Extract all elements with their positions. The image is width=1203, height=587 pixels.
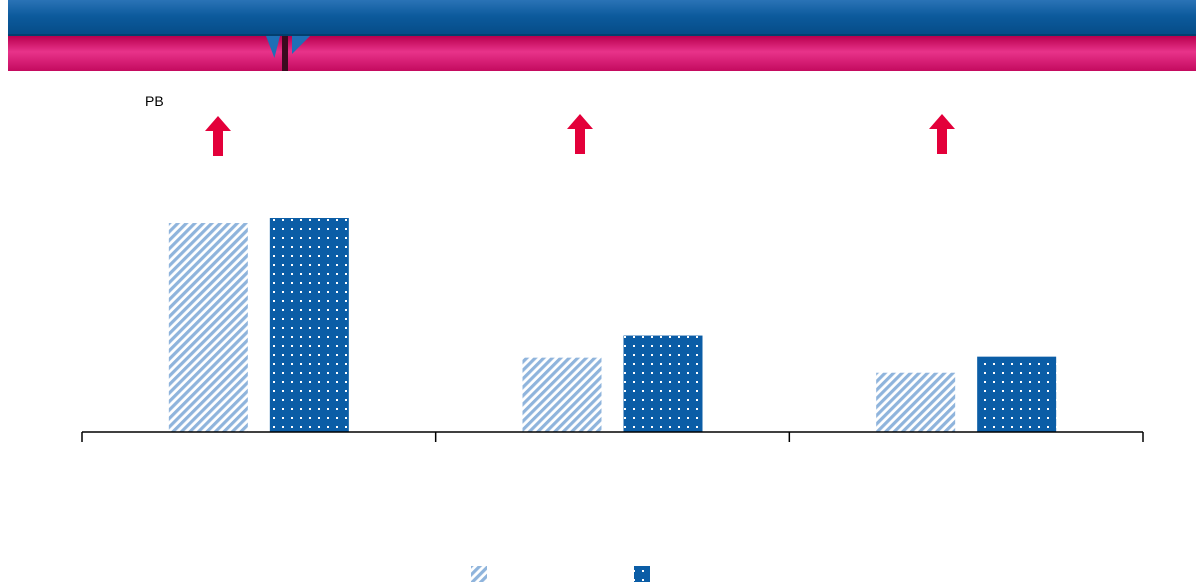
bar-series-2-cat-2 [623,335,703,432]
bar-series-1-cat-2 [522,357,602,432]
band-divider [282,36,290,71]
bar-series-2-cat-1 [269,218,349,432]
legend [471,566,650,582]
bar-series-1-cat-1 [168,223,248,432]
legend-swatch-series-1 [471,566,487,582]
legend-swatch-series-2 [634,566,650,582]
up-arrow-icon [567,114,593,154]
pink-band-right [288,36,1196,71]
pb-label: PB [145,93,164,109]
top-banner [8,0,1196,36]
up-arrow-icon [205,116,231,156]
up-arrow-icon [929,114,955,154]
bar-series-2-cat-3 [977,356,1057,432]
pink-band-left [8,36,284,71]
x-axis [81,431,1144,442]
bar-series-1-cat-3 [876,372,956,432]
